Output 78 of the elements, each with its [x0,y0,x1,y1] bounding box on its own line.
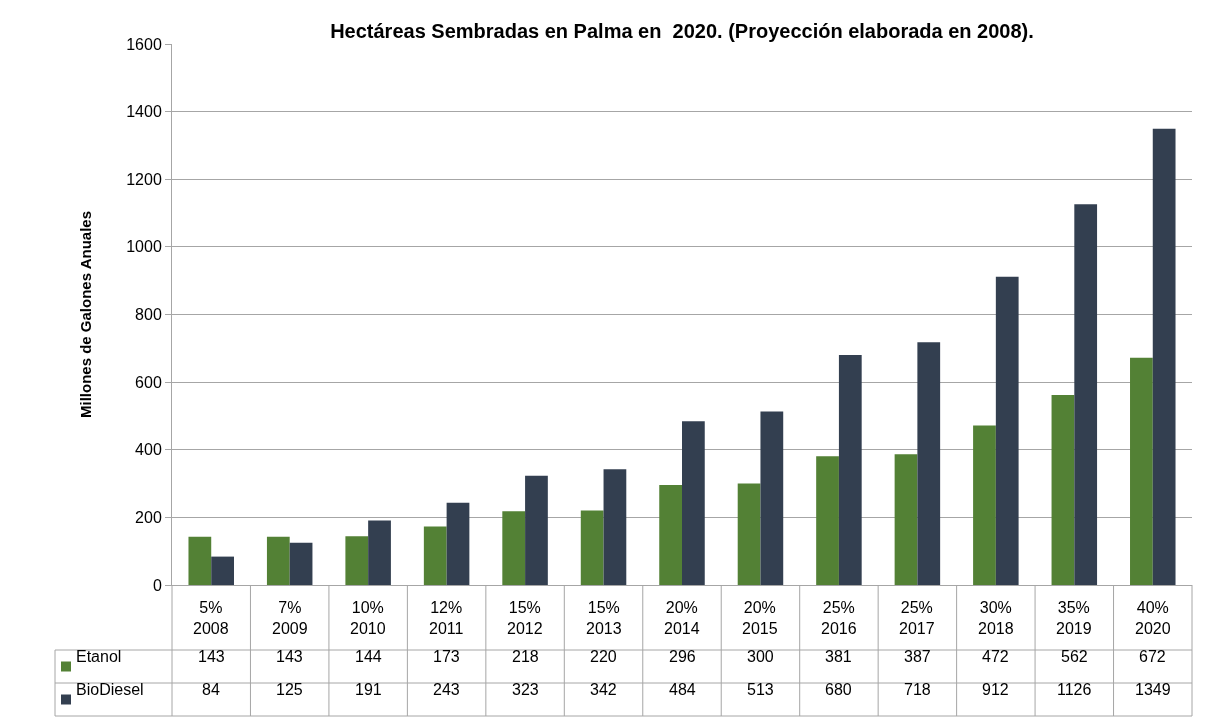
data-label: 484 [669,681,696,698]
bar [502,511,526,585]
bar [838,355,862,585]
x-tick-label: 25% 2016 [821,599,857,637]
data-label: 144 [355,648,382,665]
x-tick-label: 5% 2008 [193,599,229,637]
x-tick-label: 15% 2012 [507,599,543,637]
y-tick-label: 800 [135,306,162,324]
data-label: 243 [433,681,460,698]
x-tick-label: 20% 2015 [742,599,778,637]
y-tick-label: 0 [152,576,162,594]
data-label: 84 [202,681,220,698]
x-tick-label: 10% 2010 [350,599,386,637]
y-tick-label: 1200 [126,170,162,188]
legend-label: Etanol [76,648,122,665]
chart-title: Hectáreas Sembradas en Palma en 2020. (Proyección elaborada en 2008). [330,20,1034,42]
bar [1130,357,1153,585]
bar [266,536,290,585]
bar [917,342,941,585]
x-tick-label: 25% 2017 [899,599,935,637]
bar [345,536,369,585]
bar [682,421,705,585]
data-label: 513 [747,681,774,698]
y-tick-label: 600 [135,373,162,391]
data-label: 191 [355,681,382,698]
bar [973,425,996,585]
bar [446,502,470,585]
data-label: 143 [198,648,225,665]
data-label: 296 [669,648,696,665]
bar [289,542,313,585]
data-label: 300 [747,648,774,665]
data-label: 912 [982,681,1009,698]
y-axis-title: Millones de Galones Anuales [77,211,95,418]
data-label: 218 [512,648,539,665]
y-tick-label: 1400 [126,103,162,121]
data-label: 680 [825,681,852,698]
y-tick-label: 200 [135,508,162,526]
bar [188,536,212,585]
bar [423,526,447,585]
bar [368,520,391,585]
bar [1051,394,1075,585]
data-label: 1349 [1135,681,1171,698]
bar [603,469,627,585]
data-label: 342 [590,681,617,698]
bar [1152,128,1176,585]
bar [737,483,761,585]
bar [211,556,234,585]
data-label: 672 [1139,648,1166,665]
data-label: 472 [982,648,1009,665]
bar [580,510,604,585]
bar [816,456,839,585]
data-label: 387 [904,648,931,665]
data-label: 1126 [1057,681,1092,698]
bar [525,475,548,585]
data-label: 381 [825,648,852,665]
x-tick-label: 40% 2020 [1135,599,1171,637]
data-label: 125 [276,681,303,698]
x-tick-label: 15% 2013 [586,599,622,637]
legend-label: BioDiesel [76,681,144,698]
x-tick-label: 12% 2011 [429,599,464,637]
data-label: 562 [1061,648,1088,665]
data-label: 323 [512,681,539,698]
data-label: 143 [276,648,303,665]
y-tick-label: 400 [135,441,162,459]
x-tick-label: 30% 2018 [978,599,1014,637]
y-tick-label: 1000 [126,238,162,256]
data-label: 220 [590,648,617,665]
data-label: 718 [904,681,931,698]
x-tick-label: 20% 2014 [664,599,700,637]
bar [995,276,1019,585]
bar [659,484,682,585]
bar [894,454,918,585]
y-tick-label: 1600 [126,35,162,53]
x-tick-label: 7% 2009 [272,599,308,637]
bar [1074,204,1098,585]
bar [760,411,784,585]
x-tick-label: 35% 2019 [1056,599,1092,637]
data-label: 173 [433,648,460,665]
